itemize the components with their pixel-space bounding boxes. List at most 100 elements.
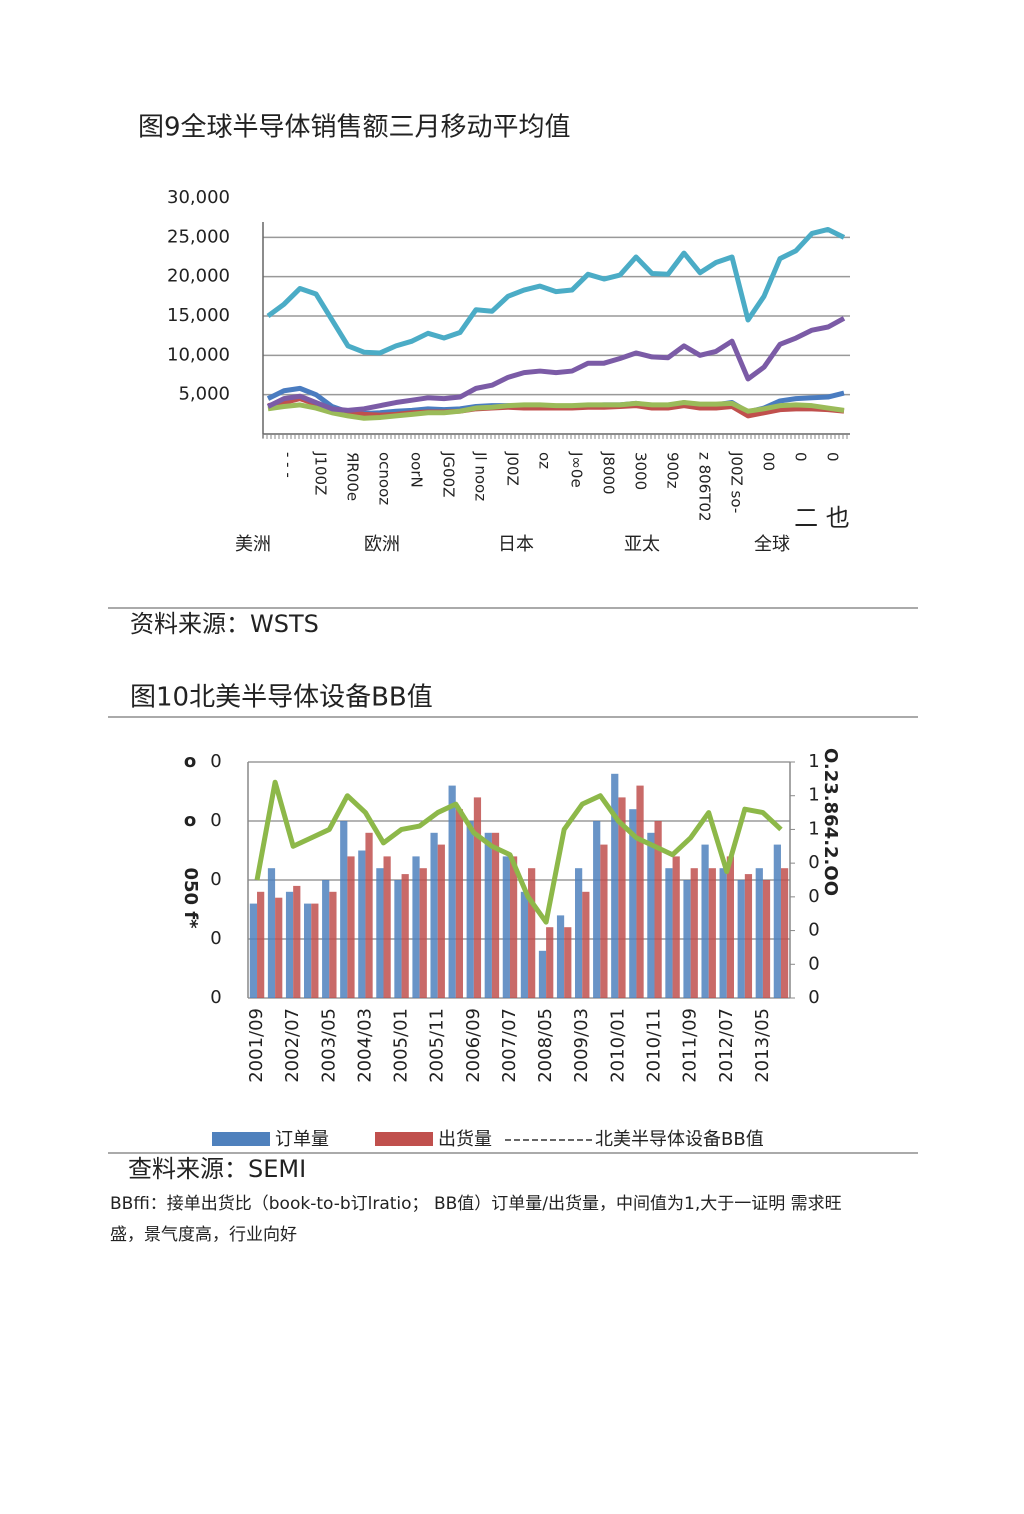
y2-tick-label: 1 <box>808 751 819 772</box>
bar <box>744 874 753 998</box>
legend-label: 全球 <box>754 534 790 555</box>
bar <box>267 868 276 998</box>
source: 资料来源：WSTS <box>130 610 319 638</box>
bar <box>430 832 438 998</box>
x-tick-label: 900z <box>664 452 682 489</box>
x-tick-label: 0 <box>824 452 842 462</box>
bar <box>538 950 547 998</box>
bar <box>437 844 445 998</box>
bar <box>780 868 789 998</box>
bar <box>755 868 763 998</box>
y-tick-label: 0 <box>210 810 221 831</box>
x-tick-label: oz <box>536 452 554 469</box>
x-tick-label: 3000 <box>632 452 650 490</box>
legend-swatch <box>375 1132 433 1146</box>
note-line: 盛，景气度高，行业向好 <box>110 1225 297 1245</box>
bar <box>466 821 474 998</box>
bar <box>419 868 427 998</box>
x-tick-label: 2010/11 <box>644 1008 665 1083</box>
annotation: 050 f* <box>180 867 201 929</box>
bar <box>719 868 727 998</box>
x-tick-label: 2007/07 <box>499 1008 520 1083</box>
x-tick-label: 0 <box>792 452 810 462</box>
bar <box>365 832 373 998</box>
bar <box>582 891 590 998</box>
y2-tick-label: 0 <box>808 987 819 1008</box>
y-tick-label: 5,000 <box>178 384 230 405</box>
bar <box>502 856 510 998</box>
legend-label: 订单量 <box>275 1129 329 1150</box>
bar <box>293 885 301 998</box>
bar <box>358 850 366 998</box>
series-line <box>254 779 783 925</box>
x-tick-label: J100Z <box>312 451 330 495</box>
y2-tick-label: 1 <box>808 785 819 806</box>
bar <box>304 903 312 998</box>
x-tick-label: 2010/01 <box>607 1008 628 1083</box>
bar <box>737 880 745 998</box>
x-tick-label: 2012/07 <box>716 1008 737 1083</box>
bar <box>311 903 319 998</box>
bar <box>726 856 734 998</box>
annotation: 二 也 <box>794 504 850 532</box>
bar <box>618 797 626 998</box>
x-tick-label: - - - <box>280 452 298 478</box>
bar <box>600 844 608 998</box>
bar <box>701 844 709 998</box>
y2-tick-label: 0 <box>808 953 819 974</box>
bar <box>690 868 698 998</box>
x-tick-label: 2001/09 <box>246 1008 267 1083</box>
bar <box>491 832 500 998</box>
legend-label: 亚太 <box>624 534 660 555</box>
bar <box>665 868 673 998</box>
y2-tick-label: 0 <box>808 920 819 941</box>
bar <box>257 891 265 998</box>
bar <box>448 785 456 998</box>
bar <box>347 856 355 998</box>
bar <box>509 856 518 998</box>
bar <box>473 797 482 998</box>
x-tick-label: ЯR00e <box>344 452 362 501</box>
bar <box>376 868 384 998</box>
bar <box>647 832 655 998</box>
x-tick-label: z 806T02 <box>696 452 714 522</box>
legend-label: 美洲 <box>235 534 271 555</box>
bar <box>383 856 391 998</box>
bar <box>546 927 554 998</box>
x-tick-label: Jl nooz <box>472 451 490 501</box>
y-tick-label: 0 <box>210 928 221 949</box>
bar <box>484 832 492 998</box>
x-tick-label: 2004/03 <box>354 1008 375 1083</box>
y-tick-label: 0 <box>210 751 221 772</box>
x-tick-label: J∞0e <box>568 451 586 488</box>
y2-tick-label: 1 <box>808 818 819 839</box>
bar <box>528 868 536 998</box>
legend-swatch <box>212 1132 270 1146</box>
bar <box>636 785 644 998</box>
x-tick-label: 2002/07 <box>282 1008 303 1083</box>
y2-tick-label: 0 <box>808 852 819 873</box>
y-tick-label: 20,000 <box>167 266 230 287</box>
x-tick-label: 2005/01 <box>391 1008 412 1083</box>
x-tick-label: 2011/09 <box>680 1008 701 1083</box>
x-tick-label: ocnooz <box>376 452 394 505</box>
figure-title: 图9全球半导体销售额三月移动平均值 <box>138 113 571 143</box>
annotation: o <box>184 810 196 831</box>
note-line: BBffi：接单出货比（book-to-b订lratio； BB值）订单量/出货… <box>110 1194 842 1214</box>
series-line <box>266 226 846 356</box>
y-tick-label: 0 <box>210 869 221 890</box>
bar <box>593 821 601 998</box>
y-tick-label: 25,000 <box>167 226 230 247</box>
bar <box>773 844 781 998</box>
annotation: O.23.864.2.OO <box>820 748 841 896</box>
x-tick-label: 2013/05 <box>752 1008 773 1083</box>
bar <box>575 868 583 998</box>
legend-label: 欧洲 <box>364 534 400 555</box>
legend-label: 日本 <box>498 534 534 555</box>
bar <box>564 927 572 998</box>
y-tick-label: 30,000 <box>167 187 230 208</box>
x-tick-label: JG00Z <box>440 451 458 497</box>
bar <box>275 897 283 998</box>
x-tick-label: J8000 <box>600 451 618 495</box>
